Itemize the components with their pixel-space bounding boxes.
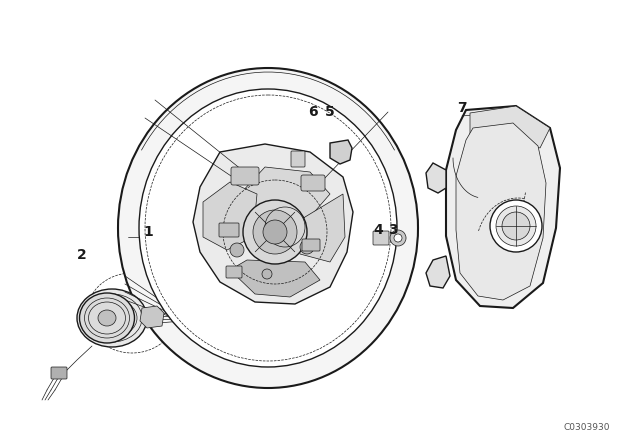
Ellipse shape: [79, 293, 134, 343]
Circle shape: [502, 212, 530, 240]
Polygon shape: [426, 256, 450, 288]
Text: 6: 6: [308, 105, 318, 119]
Circle shape: [243, 200, 307, 264]
Text: 2: 2: [77, 248, 87, 262]
Polygon shape: [330, 140, 352, 164]
Text: 4: 4: [373, 223, 383, 237]
Ellipse shape: [98, 310, 116, 326]
Polygon shape: [293, 194, 345, 262]
FancyBboxPatch shape: [226, 266, 242, 278]
FancyBboxPatch shape: [373, 231, 389, 245]
Circle shape: [263, 220, 287, 244]
Polygon shape: [456, 123, 546, 300]
Text: 1: 1: [143, 225, 153, 239]
Circle shape: [490, 200, 542, 252]
FancyBboxPatch shape: [291, 151, 305, 167]
FancyBboxPatch shape: [231, 167, 259, 185]
Polygon shape: [426, 163, 446, 193]
Text: 3: 3: [388, 223, 398, 237]
Circle shape: [496, 206, 536, 246]
Ellipse shape: [118, 68, 418, 388]
Polygon shape: [203, 182, 257, 250]
Text: 5: 5: [325, 105, 335, 119]
Circle shape: [300, 240, 314, 254]
Polygon shape: [446, 106, 560, 308]
Circle shape: [262, 269, 272, 279]
Circle shape: [390, 230, 406, 246]
FancyBboxPatch shape: [219, 223, 239, 237]
Text: C0303930: C0303930: [563, 423, 610, 432]
Polygon shape: [240, 167, 330, 222]
FancyBboxPatch shape: [302, 239, 320, 251]
FancyBboxPatch shape: [301, 175, 325, 191]
Polygon shape: [230, 260, 320, 297]
FancyBboxPatch shape: [51, 367, 67, 379]
Circle shape: [253, 210, 297, 254]
Circle shape: [394, 234, 402, 242]
Ellipse shape: [139, 89, 397, 367]
Text: 7: 7: [457, 101, 467, 115]
Ellipse shape: [77, 289, 147, 347]
Circle shape: [230, 243, 244, 257]
Polygon shape: [470, 106, 550, 153]
Polygon shape: [140, 306, 164, 328]
Polygon shape: [193, 144, 353, 304]
